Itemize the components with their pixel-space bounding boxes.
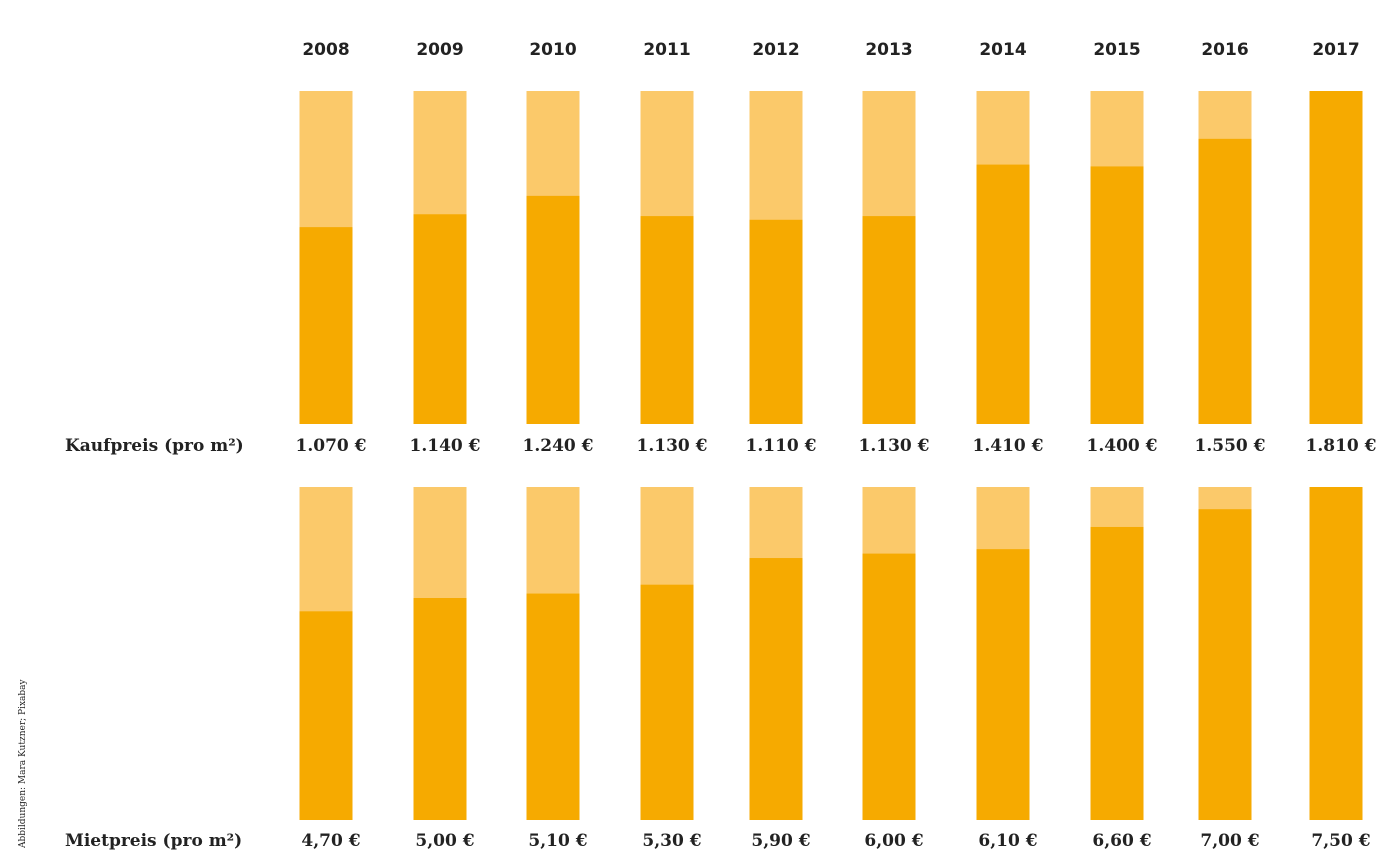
kaufpreis-value-label: 1.130 € [859,436,930,456]
year-label-2008: 2008 [302,40,349,60]
kaufpreis-value-label: 1.550 € [1195,436,1266,456]
mietpreis-value-label: 7,50 € [1311,831,1370,851]
year-label-2010: 2010 [529,40,576,60]
kaufpreis-value-label: 1.140 € [410,436,481,456]
kaufpreis-bar-2010 [526,195,580,424]
year-label-2016: 2016 [1201,40,1248,60]
year-label-2012: 2012 [752,40,799,60]
mietpreis-bar-2012 [749,558,803,820]
kaufpreis-bar-2013 [862,216,916,424]
kaufpreis-row-label: Kaufpreis (pro m²) [65,436,244,456]
mietpreis-bar-2016 [1198,509,1252,820]
mietpreis-value-label: 5,10 € [528,831,587,851]
kaufpreis-bar-2017 [1309,91,1363,424]
kaufpreis-bar-2015 [1090,166,1144,424]
kaufpreis-value-label: 1.240 € [523,436,594,456]
mietpreis-value-label: 6,00 € [864,831,923,851]
kaufpreis-bar-2016 [1198,138,1252,424]
year-label-2009: 2009 [416,40,463,60]
kaufpreis-value-label: 1.810 € [1306,436,1377,456]
kaufpreis-bar-2014 [976,164,1030,424]
year-label-2014: 2014 [979,40,1026,60]
kaufpreis-bar-2012 [749,219,803,424]
mietpreis-row-label: Mietpreis (pro m²) [65,831,242,851]
mietpreis-bar-2008 [299,611,353,820]
image-credit: Abbildungen: Mara Kutzner; Pixabay [18,679,28,848]
mietpreis-bar-2014 [976,549,1030,820]
kaufpreis-value-label: 1.400 € [1087,436,1158,456]
kaufpreis-value-label: 1.410 € [973,436,1044,456]
kaufpreis-bar-2008 [299,227,353,424]
mietpreis-value-label: 7,00 € [1200,831,1259,851]
kaufpreis-bar-2011 [640,216,694,424]
kaufpreis-bar-2009 [413,214,467,424]
mietpreis-bar-2013 [862,553,916,820]
mietpreis-bar-2017 [1309,487,1363,820]
kaufpreis-value-label: 1.110 € [746,436,817,456]
mietpreis-bar-2009 [413,598,467,820]
year-label-2011: 2011 [643,40,690,60]
mietpreis-bar-2015 [1090,526,1144,820]
mietpreis-value-label: 5,00 € [415,831,474,851]
mietpreis-value-label: 4,70 € [301,831,360,851]
year-label-2015: 2015 [1093,40,1140,60]
kaufpreis-value-label: 1.130 € [637,436,708,456]
year-label-2017: 2017 [1312,40,1359,60]
kaufpreis-value-label: 1.070 € [296,436,367,456]
mietpreis-value-label: 6,60 € [1092,831,1151,851]
mietpreis-bar-2010 [526,593,580,820]
mietpreis-value-label: 5,90 € [751,831,810,851]
mietpreis-value-label: 5,30 € [642,831,701,851]
year-label-2013: 2013 [865,40,912,60]
mietpreis-bar-2011 [640,584,694,820]
mietpreis-value-label: 6,10 € [978,831,1037,851]
